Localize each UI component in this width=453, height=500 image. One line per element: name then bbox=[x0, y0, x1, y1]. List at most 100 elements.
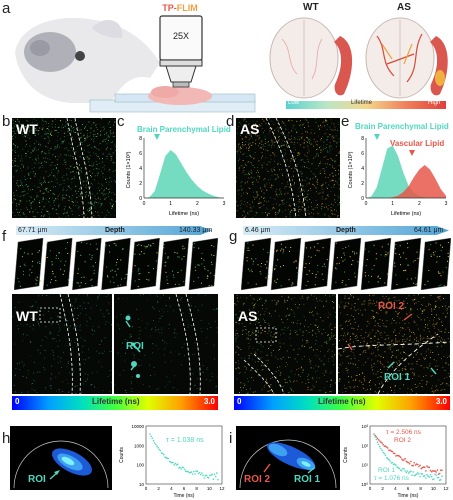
decay-point bbox=[403, 459, 405, 461]
decay-point bbox=[213, 473, 216, 476]
colorbar-f-min: 0 bbox=[15, 397, 20, 406]
decay-point bbox=[169, 461, 172, 463]
decay-x-label: Time (ns) bbox=[398, 493, 419, 498]
decay-point bbox=[202, 474, 204, 477]
decay-point bbox=[212, 478, 215, 480]
decay-point bbox=[196, 470, 199, 472]
decay-point bbox=[385, 456, 388, 459]
decay-point bbox=[379, 440, 381, 442]
lifetime-colorbar-g: 0 Lifetime (ns) 3.0 bbox=[234, 396, 450, 410]
decay-point bbox=[391, 461, 394, 464]
decay-point bbox=[400, 458, 403, 460]
hist-series-area bbox=[144, 150, 224, 198]
hist-y-tick: 6 bbox=[139, 151, 142, 157]
decay-point bbox=[381, 449, 383, 452]
decay-point bbox=[377, 443, 380, 446]
decay-point bbox=[408, 463, 411, 465]
as-depth-image: AS bbox=[234, 294, 336, 394]
decay-point bbox=[165, 457, 167, 459]
hist-y-tick: 8 bbox=[361, 136, 364, 142]
decay-point bbox=[387, 458, 389, 460]
decay-point bbox=[373, 433, 375, 435]
decay-h-tau: τ = 1.038 ns bbox=[166, 437, 204, 444]
depth-f-start: 67.71 μm bbox=[18, 227, 48, 234]
hist-x-label: Lifetime (ns) bbox=[391, 211, 421, 217]
decay-point bbox=[176, 463, 179, 465]
decay-point bbox=[415, 463, 418, 465]
hist-y-tick: 0 bbox=[361, 196, 364, 202]
lifetime-mid-label: Lifetime bbox=[351, 100, 373, 106]
decay-point bbox=[206, 476, 209, 479]
decay-point bbox=[440, 479, 442, 481]
lifetime-gradient-bar bbox=[286, 101, 446, 109]
panel-label-h: h bbox=[2, 430, 11, 447]
decay-point bbox=[193, 470, 195, 473]
depth-slice bbox=[72, 238, 102, 290]
hist-wt-title: Brain Parenchymal Lipid bbox=[137, 125, 231, 134]
decay-point bbox=[387, 447, 389, 449]
decay-point bbox=[403, 468, 405, 470]
hist-x-tick: 3 bbox=[445, 201, 448, 207]
decay-point bbox=[150, 435, 152, 438]
decay-x-tick: 12 bbox=[443, 486, 449, 491]
decay-point bbox=[429, 469, 432, 472]
decay-i-tau2: τ = 1.076 ns bbox=[374, 475, 410, 482]
decay-point bbox=[179, 466, 181, 469]
decay-point bbox=[395, 464, 397, 466]
decay-point bbox=[384, 454, 387, 457]
decay-x-tick: 0 bbox=[369, 486, 372, 491]
decay-point bbox=[191, 473, 194, 475]
decay-point bbox=[380, 441, 382, 443]
decay-point bbox=[441, 469, 443, 472]
decay-point bbox=[438, 472, 441, 475]
method-suffix: FLIM bbox=[176, 3, 198, 13]
decay-point bbox=[425, 477, 427, 479]
depth-slice bbox=[270, 238, 302, 290]
decay-point bbox=[430, 470, 433, 473]
decay-y-tick: 10¹ bbox=[361, 463, 368, 468]
panel-label-b: b bbox=[2, 113, 11, 130]
decay-x-tick: 2 bbox=[157, 486, 160, 491]
decay-point bbox=[211, 473, 213, 476]
decay-point bbox=[404, 457, 406, 460]
panel-label-a: a bbox=[2, 0, 11, 17]
objective-lens-icon bbox=[159, 15, 203, 88]
decay-point bbox=[183, 468, 186, 471]
hist-series-area bbox=[366, 145, 446, 198]
decay-y-label: Counts bbox=[343, 447, 349, 463]
decay-point bbox=[425, 470, 427, 472]
decay-point bbox=[174, 462, 177, 465]
depth-slice bbox=[300, 238, 332, 290]
wt-flim-image: WT bbox=[12, 118, 116, 218]
decay-point bbox=[152, 439, 155, 442]
as-roi2-label: ROI 2 bbox=[378, 301, 405, 312]
depth-g-label: Depth bbox=[336, 227, 356, 234]
depth-slice bbox=[159, 238, 190, 290]
lifetime-low-label: Low bbox=[288, 100, 300, 106]
hist-wt-arrow bbox=[154, 134, 160, 140]
decay-point bbox=[423, 475, 426, 477]
as-roi-zoom: ROI 2 ROI 1 bbox=[338, 294, 450, 394]
decay-y-tick: 10² bbox=[361, 443, 368, 448]
decay-point bbox=[414, 464, 417, 466]
hist-x-tick: 0 bbox=[143, 201, 146, 207]
decay-point bbox=[437, 476, 440, 479]
decay-point bbox=[151, 437, 154, 440]
hist-y-tick: 8 bbox=[139, 136, 142, 142]
decay-point bbox=[160, 452, 163, 454]
decay-point bbox=[397, 466, 399, 469]
hist-x-tick: 2 bbox=[196, 201, 199, 207]
depth-slice bbox=[420, 238, 451, 290]
decay-point bbox=[203, 477, 205, 479]
decay-point bbox=[398, 455, 401, 457]
decay-point bbox=[209, 474, 211, 477]
decay-point bbox=[381, 442, 383, 444]
lifetime-high-label: High bbox=[428, 100, 441, 106]
decay-point bbox=[412, 464, 414, 467]
hist-y-tick: 2 bbox=[139, 181, 142, 187]
as-image-label: AS bbox=[240, 121, 260, 137]
decay-point bbox=[178, 467, 180, 469]
decay-point bbox=[421, 466, 424, 469]
depth-slice bbox=[188, 238, 218, 290]
